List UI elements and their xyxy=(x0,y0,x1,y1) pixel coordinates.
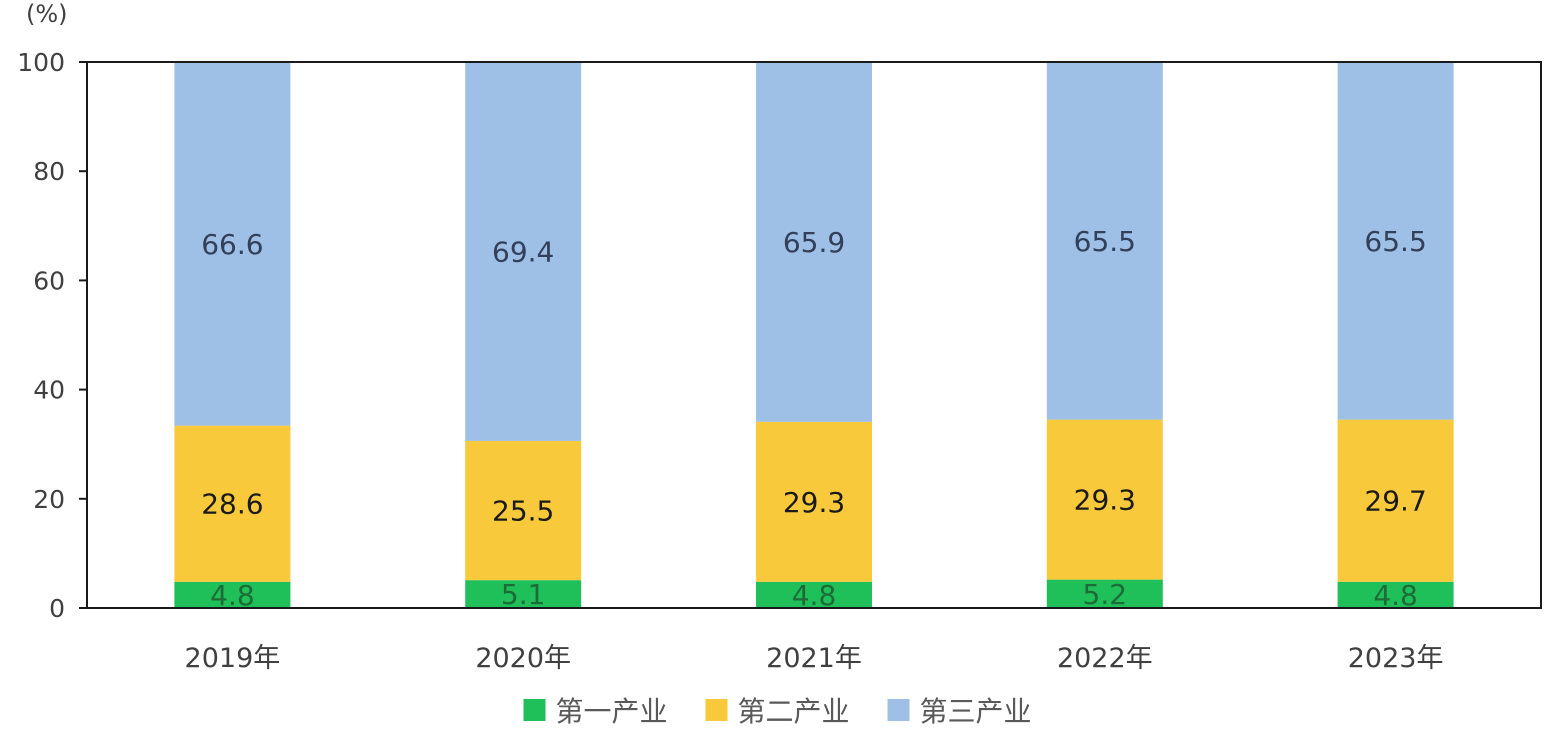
bar-segment-series1-3 xyxy=(756,581,872,608)
y-tick-label: 100 xyxy=(17,48,65,77)
data-label-series2-2: 25.5 xyxy=(492,495,554,528)
data-label-series3-1: 66.6 xyxy=(201,228,263,261)
bar-segment-series3-5 xyxy=(1337,62,1454,420)
bar-segment-series2-4 xyxy=(1046,419,1163,580)
data-label-series1-5: 4.8 xyxy=(1373,579,1418,612)
bar-group xyxy=(174,62,1454,608)
legend-label: 第一产业 xyxy=(556,695,668,728)
x-category-label: 2020年 xyxy=(475,643,571,674)
x-category-label: 2021年 xyxy=(766,643,862,674)
bar-segment-series2-5 xyxy=(1337,419,1454,582)
bar-segment-series2-1 xyxy=(174,425,291,582)
data-label-series3-3: 65.9 xyxy=(783,226,845,259)
legend-swatch xyxy=(705,699,728,721)
data-label-series1-3: 4.8 xyxy=(792,579,837,612)
data-label-series1-2: 5.1 xyxy=(501,578,546,611)
legend-item-series3: 第三产业 xyxy=(887,695,1032,728)
data-label-series2-1: 28.6 xyxy=(201,488,263,521)
plot-area-border xyxy=(86,61,1542,609)
bar-segment-series1-5 xyxy=(1337,581,1454,608)
legend-item-series1: 第一产业 xyxy=(523,695,668,728)
legend-label: 第二产业 xyxy=(738,695,850,728)
bar-segment-series1-1 xyxy=(174,581,291,608)
y-tick-label: 40 xyxy=(33,376,65,405)
legend-item-series2: 第二产业 xyxy=(705,695,850,728)
legend: 第一产业 第二产业 第三产业 xyxy=(523,695,1032,728)
x-category-label: 2022年 xyxy=(1057,643,1153,674)
y-axis: (%) 0 20 40 60 80 100 xyxy=(17,0,87,623)
y-tick-label: 60 xyxy=(33,266,65,295)
bar-segment-series1-2 xyxy=(465,580,582,608)
x-category-label: 2023年 xyxy=(1348,643,1444,674)
bar-segment-series3-2 xyxy=(465,62,582,441)
legend-swatch xyxy=(523,699,546,721)
data-label-series1-1: 4.8 xyxy=(210,579,255,612)
y-tick-label: 0 xyxy=(49,594,65,623)
data-label-series3-2: 69.4 xyxy=(492,235,554,268)
data-label-series3-5: 65.5 xyxy=(1364,225,1426,258)
bar-segment-series3-4 xyxy=(1046,62,1163,420)
data-label-series2-3: 29.3 xyxy=(783,486,845,519)
legend-swatch xyxy=(887,699,910,721)
y-tick-label: 80 xyxy=(33,157,65,186)
data-label-series2-4: 29.3 xyxy=(1074,484,1136,517)
data-label-series3-4: 65.5 xyxy=(1074,225,1136,258)
x-category-label: 2019年 xyxy=(185,643,281,674)
bar-segment-series3-3 xyxy=(756,62,872,422)
legend-label: 第三产业 xyxy=(920,695,1032,728)
data-label-series2-5: 29.7 xyxy=(1364,485,1426,518)
bar-segment-series2-2 xyxy=(465,440,582,581)
bar-segment-series1-4 xyxy=(1046,579,1163,608)
x-axis: 2019年 2020年 2021年 2022年 2023年 xyxy=(185,643,1444,674)
data-label-group: 4.8 28.6 66.6 5.1 25.5 69.4 4.8 29.3 65.9 5.2 29.3… xyxy=(201,225,1427,612)
data-label-series1-4: 5.2 xyxy=(1083,578,1128,611)
y-axis-unit-label: (%) xyxy=(26,0,68,28)
y-tick-label: 20 xyxy=(33,485,65,514)
bar-segment-series2-3 xyxy=(756,421,872,582)
bar-segment-series3-1 xyxy=(174,62,291,426)
